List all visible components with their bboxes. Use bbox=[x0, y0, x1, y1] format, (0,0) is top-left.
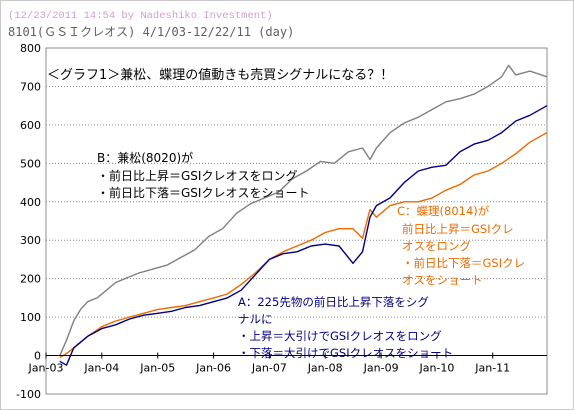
axes: -100 0 100 200 300 400 500 600 700 800 Jan-03 Jan-0… bbox=[16, 42, 547, 401]
annotation-c-line: 前日比上昇＝GSIクレ bbox=[402, 222, 514, 236]
x-tick-label: Jan-10 bbox=[418, 362, 454, 375]
chart-title: ＜グラフ1＞兼松、蝶理の値動きも売買シグナルになる？！ bbox=[47, 67, 393, 83]
series-line-a bbox=[59, 105, 548, 366]
chart-header-title: 8101(ＧＳＩクレオス) 4/1/03-12/22/11 (day) bbox=[8, 25, 294, 39]
annotation-c: C：蝶理(8014)が 前日比上昇＝GSIクレ オスをロング ・前日比下落＝GS… bbox=[397, 204, 525, 287]
y-tick-label: 700 bbox=[20, 80, 41, 93]
x-tick-label: Jan-05 bbox=[139, 362, 175, 375]
annotation-c-line: C：蝶理(8014)が bbox=[397, 204, 490, 218]
annotation-c-line: ・前日比下落＝GSIクレ bbox=[402, 256, 525, 270]
annotation-b-line: ・前日比上昇＝GSIクレオスをロング bbox=[97, 168, 297, 183]
series-lines bbox=[59, 64, 548, 366]
annotation-c-line: オスをロング bbox=[402, 239, 471, 253]
annotation-b-line: ・前日比下落＝GSIクレオスをショート bbox=[97, 185, 309, 200]
y-tick-label: 0 bbox=[34, 350, 41, 363]
annotation-b-line: B：兼松(8020)が bbox=[97, 150, 193, 165]
plot-area bbox=[45, 47, 548, 395]
y-tick-label: 100 bbox=[20, 311, 41, 324]
annotation-c-line: オスをショート bbox=[402, 273, 483, 287]
annotation-b: B：兼松(8020)が ・前日比上昇＝GSIクレオスをロング ・前日比下落＝GS… bbox=[97, 150, 309, 200]
y-tick-label: 600 bbox=[20, 119, 41, 132]
y-tick-label: 500 bbox=[20, 157, 41, 170]
x-tick-label: Jan-04 bbox=[83, 362, 119, 375]
x-tick-label: Jan-09 bbox=[363, 362, 399, 375]
x-tick-label: Jan-03 bbox=[28, 362, 64, 375]
series-line-c bbox=[59, 131, 548, 359]
x-tick-label: Jan-11 bbox=[474, 362, 510, 375]
x-tick-label: Jan-07 bbox=[251, 362, 287, 375]
annotation-a: A：225先物の前日比上昇下落をシグ ナルに ・上昇＝大引けでGSIクレオスをロ… bbox=[238, 295, 453, 360]
annotation-a-line: ・下落＝大引けでGSIクレオスをショート bbox=[238, 346, 453, 360]
annotation-a-line: ・上昇＝大引けでGSIクレオスをロング bbox=[238, 329, 442, 343]
series-line-b bbox=[59, 64, 548, 356]
timestamp-label: (12/23/2011 14:54 by Nadeshiko Investmen… bbox=[8, 10, 273, 22]
annotation-a-line: A：225先物の前日比上昇下落をシグ bbox=[238, 295, 429, 309]
y-tick-label: 800 bbox=[20, 42, 41, 55]
y-tick-label: 300 bbox=[20, 234, 41, 247]
x-tick-label: Jan-06 bbox=[195, 362, 231, 375]
x-tick-label: Jan-08 bbox=[307, 362, 343, 375]
y-tick-label: 400 bbox=[20, 196, 41, 209]
annotation-a-line: ナルに bbox=[238, 312, 273, 326]
y-tick-label: 200 bbox=[20, 273, 41, 286]
y-tick-label: -100 bbox=[16, 388, 41, 401]
